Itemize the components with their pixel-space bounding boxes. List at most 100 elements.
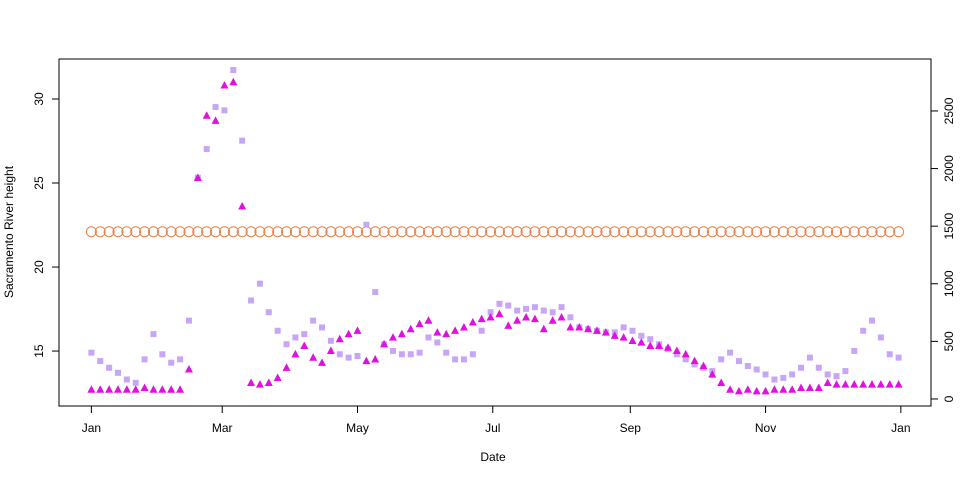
point — [886, 351, 893, 358]
point — [626, 226, 638, 238]
point — [141, 356, 148, 363]
point — [859, 380, 868, 388]
y-tick-label: 20 — [32, 260, 46, 274]
plot-frame — [58, 58, 932, 407]
point — [744, 363, 751, 370]
point — [653, 226, 665, 238]
point — [857, 226, 869, 238]
point — [504, 321, 513, 329]
point — [715, 226, 727, 238]
point — [752, 386, 761, 395]
point — [733, 226, 745, 238]
point — [415, 319, 424, 328]
point — [452, 356, 459, 363]
point — [185, 317, 192, 324]
point — [869, 317, 876, 324]
point — [353, 326, 362, 334]
point — [751, 226, 763, 238]
point — [777, 226, 789, 238]
point — [761, 386, 770, 395]
point — [211, 116, 220, 124]
point — [770, 385, 779, 393]
point — [469, 351, 476, 358]
point — [556, 226, 568, 238]
point — [218, 226, 230, 238]
point — [735, 358, 742, 365]
point — [264, 378, 273, 386]
point — [433, 328, 442, 336]
point — [265, 309, 272, 316]
point — [301, 331, 308, 338]
point — [564, 226, 576, 238]
point — [422, 226, 434, 238]
y2-tick-label: 0 — [942, 395, 956, 402]
point — [227, 226, 239, 238]
x-axis-label: Date — [480, 450, 506, 464]
point — [647, 336, 654, 343]
point — [477, 314, 486, 323]
point — [274, 327, 281, 334]
point — [405, 226, 417, 238]
point — [628, 336, 637, 344]
point — [662, 226, 674, 238]
point — [487, 309, 494, 316]
point — [663, 343, 672, 351]
point — [378, 226, 390, 238]
point — [895, 354, 902, 361]
point — [566, 323, 575, 331]
point — [256, 280, 263, 287]
point — [567, 314, 574, 321]
point — [795, 226, 807, 238]
point — [203, 146, 210, 153]
point — [96, 385, 105, 393]
point — [212, 104, 219, 111]
y-tick-label: 30 — [32, 92, 46, 106]
point — [609, 226, 621, 238]
x-tick-label: Jan — [82, 421, 101, 435]
point — [486, 312, 495, 321]
point — [326, 346, 335, 355]
point — [822, 226, 834, 238]
point — [112, 226, 124, 238]
point — [485, 226, 497, 238]
point — [557, 312, 566, 321]
point — [708, 370, 717, 378]
y2-tick-label: 1500 — [942, 212, 956, 239]
y2-tick-label: 2500 — [942, 97, 956, 124]
point — [345, 354, 352, 361]
point — [281, 226, 293, 238]
point — [727, 349, 734, 356]
point — [131, 385, 140, 393]
point — [139, 226, 151, 238]
point — [780, 374, 787, 381]
point — [167, 385, 176, 393]
point — [165, 226, 177, 238]
point — [655, 341, 664, 350]
point — [797, 383, 806, 392]
point — [868, 380, 877, 388]
point — [291, 349, 300, 358]
point — [159, 351, 166, 358]
point — [307, 226, 319, 238]
point — [363, 221, 370, 228]
point — [468, 317, 477, 326]
point — [121, 226, 133, 238]
point — [343, 226, 355, 238]
point — [629, 327, 636, 334]
point — [850, 380, 859, 388]
point — [815, 364, 822, 371]
point — [814, 383, 823, 392]
point — [885, 380, 894, 388]
point — [372, 289, 379, 296]
point — [174, 226, 186, 238]
point — [255, 380, 264, 388]
point — [644, 226, 656, 238]
point — [177, 356, 184, 363]
point — [424, 316, 433, 324]
point — [460, 356, 467, 363]
point — [673, 351, 680, 358]
point — [369, 226, 381, 238]
point — [584, 324, 593, 333]
point — [620, 324, 627, 331]
